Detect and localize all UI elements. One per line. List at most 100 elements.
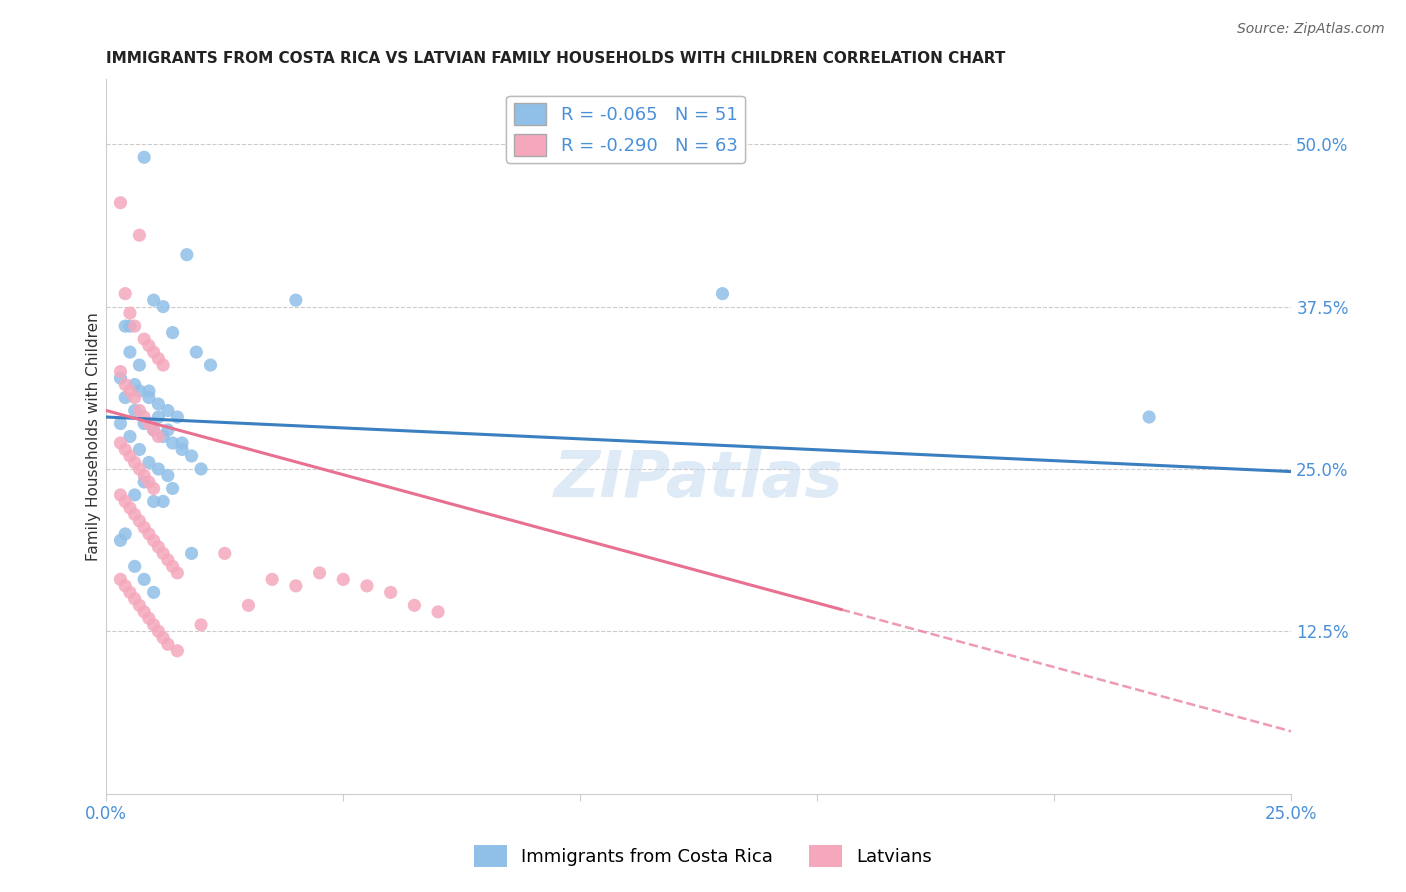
Point <box>110 365 132 379</box>
Point <box>172 442 194 457</box>
Point <box>284 579 307 593</box>
Point <box>134 410 156 425</box>
Point <box>148 397 170 411</box>
Y-axis label: Family Households with Children: Family Households with Children <box>86 312 101 561</box>
Point <box>124 319 146 334</box>
Point <box>134 573 156 587</box>
Point <box>138 391 160 405</box>
Point <box>134 475 156 489</box>
Point <box>118 306 141 320</box>
Point <box>166 566 188 580</box>
Point <box>142 617 165 632</box>
Point <box>138 527 160 541</box>
Point <box>114 319 136 334</box>
Point <box>142 345 165 359</box>
Point <box>128 358 150 372</box>
Point <box>134 520 156 534</box>
Point <box>142 423 165 437</box>
Point <box>142 423 165 437</box>
Point <box>124 488 146 502</box>
Point <box>142 585 165 599</box>
Point <box>142 533 165 548</box>
Point <box>262 573 284 587</box>
Point <box>156 468 179 483</box>
Point <box>124 455 146 469</box>
Point <box>166 644 188 658</box>
Point <box>118 585 141 599</box>
Point <box>142 494 165 508</box>
Point <box>148 429 170 443</box>
Point <box>114 377 136 392</box>
Point <box>166 410 188 425</box>
Text: ZIPatlas: ZIPatlas <box>554 449 844 510</box>
Point <box>118 319 141 334</box>
Point <box>156 637 179 651</box>
Point <box>142 293 165 307</box>
Point <box>110 573 132 587</box>
Point <box>138 611 160 625</box>
Point <box>152 358 174 372</box>
Point <box>128 599 150 613</box>
Point <box>114 494 136 508</box>
Point <box>162 436 184 450</box>
Point <box>356 579 378 593</box>
Point <box>118 429 141 443</box>
Point <box>152 546 174 560</box>
Point <box>110 417 132 431</box>
Point <box>138 417 160 431</box>
Point <box>124 391 146 405</box>
Point <box>138 475 160 489</box>
Point <box>308 566 330 580</box>
Point <box>162 559 184 574</box>
Point <box>180 449 202 463</box>
Point <box>138 338 160 352</box>
Point <box>162 326 184 340</box>
Point <box>114 391 136 405</box>
Point <box>110 488 132 502</box>
Point <box>148 410 170 425</box>
Point <box>186 345 208 359</box>
Point <box>134 468 156 483</box>
Point <box>152 631 174 645</box>
Point <box>110 436 132 450</box>
Point <box>128 462 150 476</box>
Point <box>404 599 426 613</box>
Point <box>152 300 174 314</box>
Point <box>148 540 170 554</box>
Point <box>152 429 174 443</box>
Point <box>118 384 141 398</box>
Point <box>148 351 170 366</box>
Point <box>110 533 132 548</box>
Point <box>176 248 198 262</box>
Point <box>110 195 132 210</box>
Point <box>427 605 450 619</box>
Point <box>134 417 156 431</box>
Text: Source: ZipAtlas.com: Source: ZipAtlas.com <box>1237 22 1385 37</box>
Point <box>128 442 150 457</box>
Text: IMMIGRANTS FROM COSTA RICA VS LATVIAN FAMILY HOUSEHOLDS WITH CHILDREN CORRELATIO: IMMIGRANTS FROM COSTA RICA VS LATVIAN FA… <box>107 51 1005 66</box>
Point <box>124 403 146 417</box>
Point <box>238 599 260 613</box>
Point <box>114 527 136 541</box>
Point <box>118 500 141 515</box>
Point <box>134 332 156 346</box>
Point <box>118 345 141 359</box>
Point <box>152 494 174 508</box>
Point <box>138 455 160 469</box>
Point <box>138 384 160 398</box>
Point <box>124 377 146 392</box>
Point <box>162 482 184 496</box>
Point <box>114 442 136 457</box>
Point <box>190 617 212 632</box>
Point <box>114 579 136 593</box>
Point <box>172 436 194 450</box>
Point <box>134 150 156 164</box>
Point <box>200 358 222 372</box>
Point <box>124 508 146 522</box>
Point <box>148 462 170 476</box>
Point <box>110 371 132 385</box>
Point <box>156 423 179 437</box>
Point <box>332 573 354 587</box>
Point <box>156 403 179 417</box>
Point <box>128 384 150 398</box>
